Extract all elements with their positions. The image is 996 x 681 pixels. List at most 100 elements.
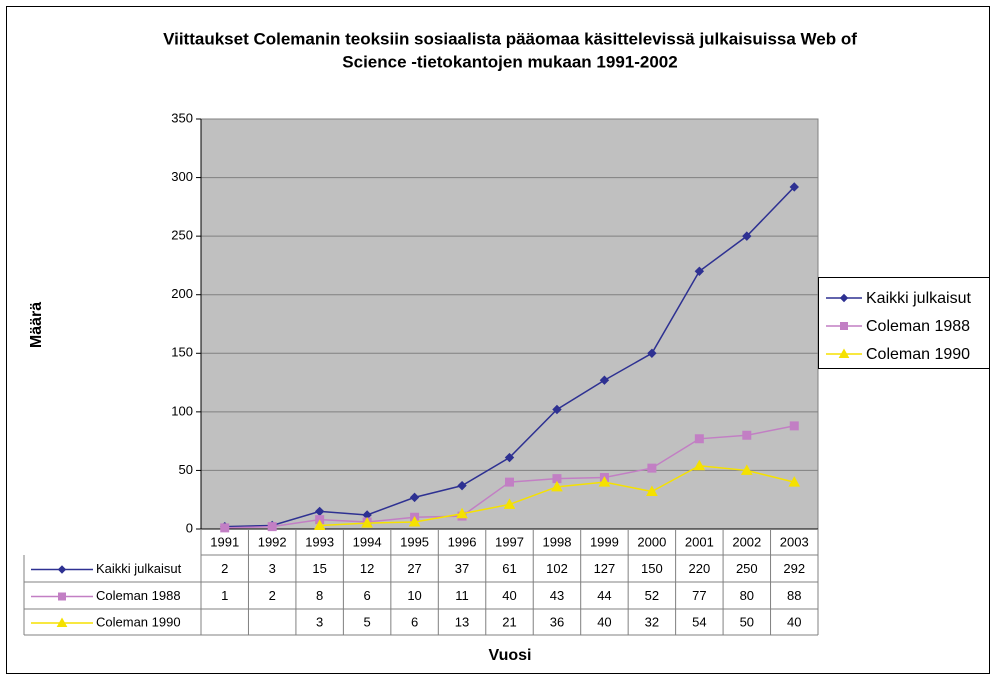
table-value: 10 — [407, 588, 421, 603]
marker — [840, 322, 848, 330]
marker — [56, 617, 68, 627]
marker — [57, 565, 67, 574]
table-value: 52 — [645, 588, 659, 603]
marker — [599, 375, 610, 385]
x-tick-label: 2002 — [732, 534, 761, 549]
marker — [313, 519, 326, 530]
table-value: 80 — [740, 588, 754, 603]
marker — [552, 404, 562, 415]
table-value: 43 — [550, 588, 564, 603]
marker — [742, 430, 752, 440]
marker — [788, 476, 801, 487]
x-tick-label: 1999 — [590, 534, 619, 549]
table-value: 40 — [787, 614, 801, 629]
table-value: 292 — [783, 561, 805, 576]
marker — [694, 266, 705, 276]
chart-title: Science -tietokantojen mukaan 1991-2002 — [342, 52, 677, 71]
table-value: 21 — [502, 614, 516, 629]
table-value: 13 — [455, 614, 469, 629]
table-value: 250 — [736, 561, 758, 576]
legend-label: Kaikki julkaisut — [866, 290, 971, 307]
x-tick-label: 1992 — [258, 534, 287, 549]
table-value: 8 — [316, 588, 323, 603]
marker — [408, 515, 421, 527]
y-axis-title: Määrä — [28, 302, 45, 348]
y-tick-label: 200 — [171, 286, 193, 301]
legend-label: Coleman 1990 — [866, 346, 970, 363]
marker — [551, 480, 563, 492]
marker — [598, 476, 611, 487]
table-value: 1 — [221, 588, 228, 603]
table-series-name: Kaikki julkaisut — [96, 561, 182, 576]
x-tick-label: 1998 — [543, 534, 572, 549]
y-tick-label: 350 — [171, 110, 193, 125]
table-value: 220 — [688, 561, 710, 576]
chart-title: Viittaukset Colemanin teoksiin sosiaalis… — [163, 29, 857, 48]
table-value: 5 — [363, 614, 370, 629]
marker — [647, 348, 657, 358]
legend-label: Coleman 1988 — [866, 318, 970, 335]
marker — [505, 477, 514, 487]
marker — [646, 485, 658, 497]
x-tick-label: 2003 — [780, 534, 809, 549]
marker — [789, 421, 799, 431]
legend: Kaikki julkaisut Coleman 1988 Coleman 1990 — [818, 277, 990, 369]
table-series-name: Coleman 1988 — [96, 588, 181, 603]
table-value: 6 — [363, 588, 370, 603]
y-tick-label: 250 — [171, 228, 193, 243]
table-value: 40 — [502, 588, 516, 603]
table-value: 32 — [645, 614, 659, 629]
table-value: 37 — [455, 561, 469, 576]
table-value: 40 — [597, 614, 611, 629]
y-tick-label: 300 — [171, 169, 193, 184]
marker — [694, 434, 704, 444]
y-tick-label: 150 — [171, 345, 193, 360]
marker — [503, 498, 516, 509]
marker — [504, 452, 515, 463]
table-value: 6 — [411, 614, 418, 629]
marker — [742, 231, 752, 241]
x-tick-label: 1997 — [495, 534, 524, 549]
marker — [220, 523, 230, 533]
table-value: 2 — [269, 588, 276, 603]
x-axis-title: Vuosi — [489, 647, 532, 664]
table-value: 44 — [597, 588, 611, 603]
marker — [58, 592, 66, 601]
x-tick-label: 1993 — [305, 534, 334, 549]
marker — [693, 459, 706, 471]
marker — [647, 463, 657, 473]
table-value: 27 — [407, 561, 421, 576]
table-value: 127 — [594, 561, 616, 576]
table-value: 61 — [502, 561, 516, 576]
marker — [361, 517, 373, 528]
plot-area — [200, 118, 819, 530]
marker — [456, 507, 468, 519]
table-value: 15 — [312, 561, 326, 576]
x-tick-label: 1991 — [210, 534, 239, 549]
marker — [457, 480, 467, 491]
y-tick-label: 50 — [179, 462, 193, 477]
table-value: 3 — [316, 614, 323, 629]
table-series-name: Coleman 1990 — [96, 614, 181, 629]
x-tick-label: 1996 — [448, 534, 477, 549]
table-value: 36 — [550, 614, 564, 629]
x-tick-label: 1994 — [353, 534, 382, 549]
marker — [740, 464, 753, 475]
table-value: 102 — [546, 561, 568, 576]
y-tick-label: 100 — [171, 403, 193, 418]
marker — [839, 293, 849, 303]
table-value: 50 — [740, 614, 754, 629]
x-tick-label: 2000 — [637, 534, 666, 549]
table-value: 54 — [692, 614, 706, 629]
marker — [789, 182, 799, 192]
marker — [552, 474, 562, 484]
table-value: 11 — [455, 588, 469, 603]
table-value: 77 — [692, 588, 706, 603]
x-tick-label: 2001 — [685, 534, 714, 549]
table-value: 150 — [641, 561, 663, 576]
table-value: 88 — [787, 588, 801, 603]
table-value: 3 — [269, 561, 276, 576]
x-tick-label: 1995 — [400, 534, 429, 549]
table-value: 2 — [221, 561, 228, 576]
